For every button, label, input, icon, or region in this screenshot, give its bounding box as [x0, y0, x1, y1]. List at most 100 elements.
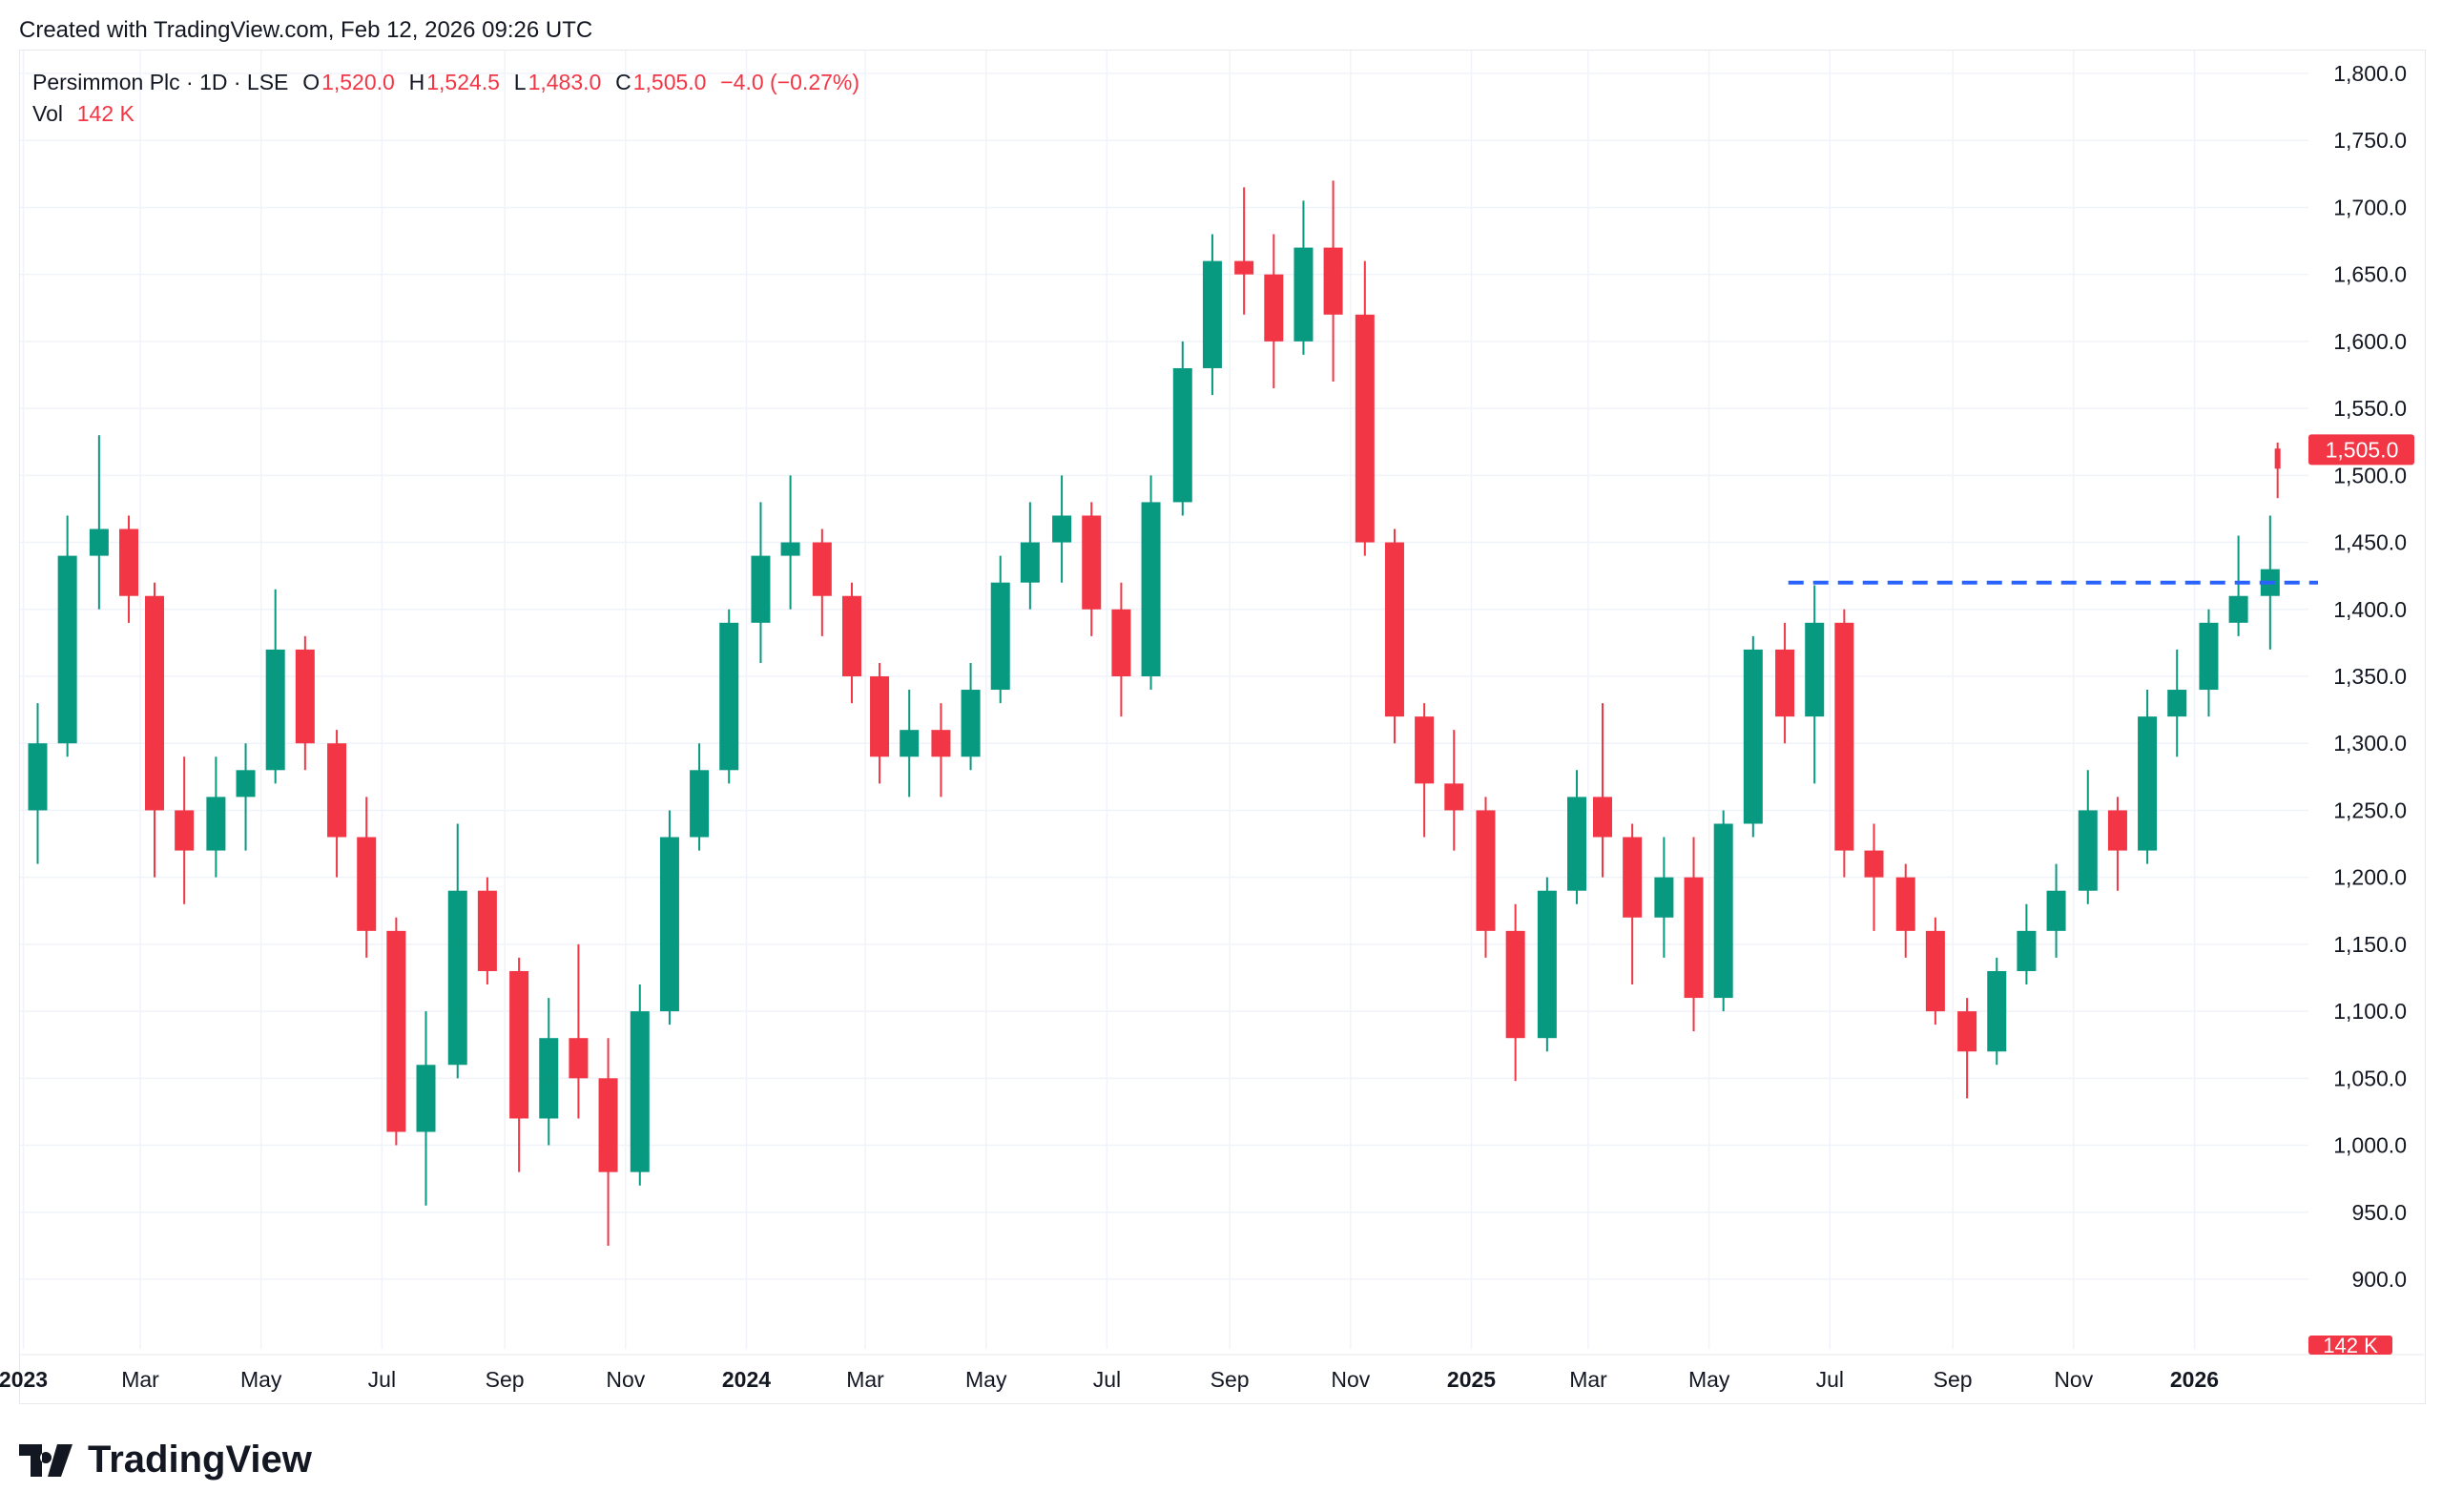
candle-body [509, 970, 529, 1119]
candle-body [1864, 850, 1884, 878]
candle-body [265, 649, 285, 771]
candle-body [28, 743, 48, 811]
candle-body [2138, 716, 2158, 851]
candle-body [719, 622, 739, 771]
candle-body [961, 690, 981, 757]
last-volume-label: 142 K [2323, 1334, 2378, 1357]
candle-body [990, 582, 1010, 691]
high-value: 1,524.5 [426, 70, 500, 94]
candle-body [1834, 622, 1854, 851]
candle-body [841, 595, 861, 676]
x-tick-label: Jul [1093, 1367, 1121, 1392]
candle-body [2017, 930, 2037, 971]
x-tick-label: Sep [486, 1367, 525, 1392]
candle-body [416, 1065, 436, 1132]
candle-body [1052, 515, 1072, 543]
change-value: −4.0 (−0.27%) [720, 70, 860, 94]
y-tick-label: 1,200.0 [2333, 865, 2407, 890]
y-tick-label: 1,300.0 [2333, 731, 2407, 756]
candle-body [1384, 542, 1404, 717]
last-price-label: 1,505.0 [2326, 437, 2399, 462]
last-price-badge [2308, 434, 2414, 466]
volume-value: 142 K [76, 101, 135, 126]
y-tick-label: 1,450.0 [2333, 530, 2407, 555]
candle-body [119, 528, 139, 596]
chart-legend: Persimmon Plc · 1D · LSE O1,520.0 H1,524… [32, 67, 861, 130]
candle-body [89, 528, 109, 556]
candle-body [477, 890, 497, 971]
low-value: 1,483.0 [528, 70, 602, 94]
candle-body [1444, 783, 1464, 811]
candle-body [1172, 367, 1192, 503]
candle-body [1111, 609, 1131, 676]
candle-body [630, 1011, 650, 1172]
candle-body [569, 1038, 589, 1079]
high-label: H [408, 70, 425, 94]
candle-body [1537, 890, 1557, 1039]
close-value: 1,505.0 [632, 70, 707, 94]
x-tick-label: Nov [2054, 1367, 2093, 1392]
candle-body [598, 1078, 618, 1172]
candle-body [1957, 1011, 1977, 1052]
x-tick-label: May [240, 1367, 282, 1392]
candle-body [1895, 877, 1915, 931]
tradingview-logo[interactable]: TradingView [19, 1439, 312, 1481]
x-tick-label: 2026 [2170, 1367, 2219, 1392]
x-tick-label: May [965, 1367, 1007, 1392]
x-tick-label: Jul [368, 1367, 396, 1392]
y-tick-label: 1,000.0 [2333, 1133, 2407, 1158]
x-tick-label: 2023 [0, 1367, 48, 1392]
y-tick-label: 1,150.0 [2333, 932, 2407, 957]
candle-body [206, 797, 226, 851]
candle-body [659, 837, 679, 1012]
candle-body [1323, 247, 1343, 315]
candle-body [236, 770, 256, 797]
candle-body [2274, 448, 2281, 469]
x-tick-label: Sep [1934, 1367, 1973, 1392]
y-tick-label: 900.0 [2351, 1267, 2407, 1292]
candle-body [145, 595, 165, 811]
candle-body [1654, 877, 1674, 918]
x-tick-label: May [1688, 1367, 1730, 1392]
candle-body [1415, 716, 1435, 784]
x-tick-label: Sep [1211, 1367, 1250, 1392]
close-label: C [615, 70, 631, 94]
candle-body [2167, 690, 2187, 717]
candle-body [812, 542, 832, 596]
candle-body [1082, 515, 1102, 610]
x-tick-label: Jul [1816, 1367, 1844, 1392]
x-tick-label: Mar [1569, 1367, 1607, 1392]
logo-text: TradingView [88, 1439, 312, 1481]
candle-body [357, 837, 377, 931]
candle-body [1505, 930, 1525, 1039]
x-tick-label: Mar [121, 1367, 159, 1392]
candle-body [2046, 890, 2066, 931]
candle-body [1987, 970, 2007, 1052]
candle-body [447, 890, 467, 1066]
symbol-label[interactable]: Persimmon Plc · 1D · LSE [32, 70, 289, 94]
candle-body [539, 1038, 559, 1119]
y-tick-label: 1,750.0 [2333, 128, 2407, 153]
candle-body [1020, 542, 1040, 583]
y-tick-label: 1,050.0 [2333, 1066, 2407, 1090]
candle-body [1293, 247, 1314, 342]
y-tick-label: 1,500.0 [2333, 463, 2407, 487]
candle-body [690, 770, 710, 838]
candle-body [751, 555, 771, 623]
x-tick-label: Mar [846, 1367, 884, 1392]
candle-body [295, 649, 315, 744]
x-tick-label: Nov [1331, 1367, 1370, 1392]
x-tick-label: 2025 [1447, 1367, 1496, 1392]
y-tick-label: 1,700.0 [2333, 195, 2407, 219]
candle-body [2078, 810, 2098, 891]
candle-body [2228, 595, 2248, 623]
y-tick-label: 1,350.0 [2333, 664, 2407, 689]
x-tick-label: Nov [606, 1367, 645, 1392]
candle-body [931, 730, 951, 757]
tradingview-logo-icon [19, 1443, 72, 1477]
created-note: Created with TradingView.com, Feb 12, 20… [19, 17, 593, 43]
volume-label: Vol [32, 101, 63, 126]
candle-body [1202, 260, 1222, 368]
x-tick-label: 2024 [722, 1367, 771, 1392]
